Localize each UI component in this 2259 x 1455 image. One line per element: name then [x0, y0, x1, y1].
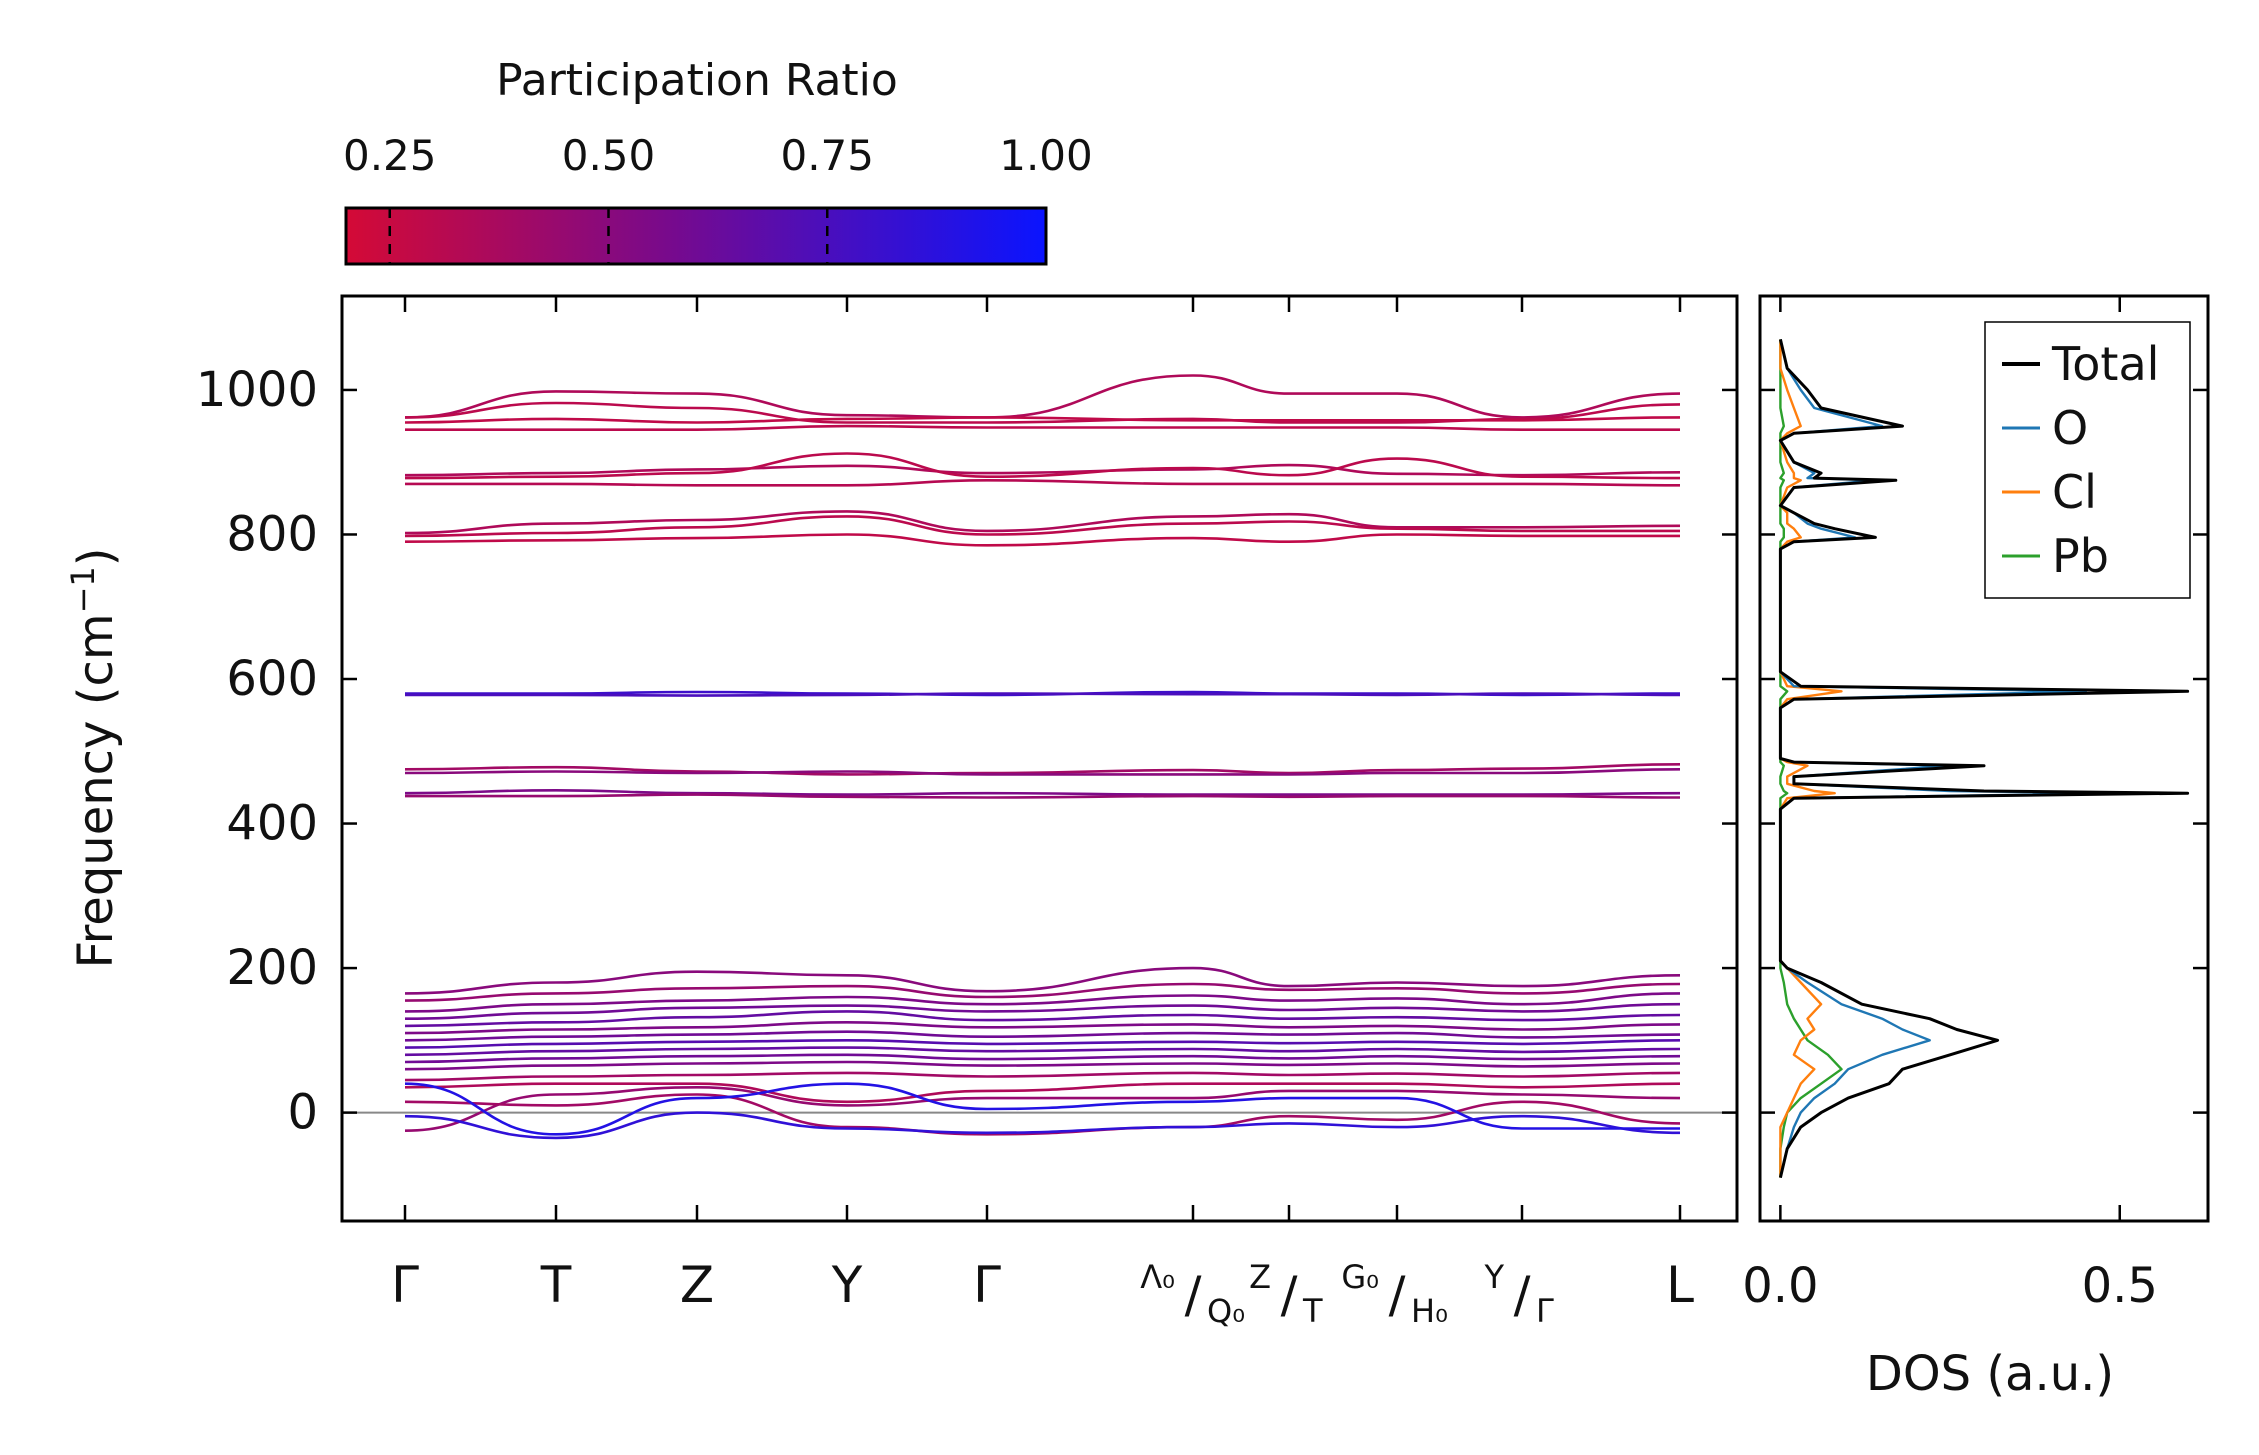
dos-x-axis-label: DOS (a.u.): [1866, 1346, 2114, 1402]
phonon-band: [404, 1038, 1681, 1049]
phonon-band: [404, 374, 1681, 419]
phonon-band: [404, 510, 1681, 535]
kpoint-label: L: [1666, 1256, 1694, 1314]
band-y-tick-label: 400: [226, 796, 318, 852]
kpoint-label: Y: [831, 1256, 863, 1314]
y-label-superscript: −1: [64, 566, 102, 613]
phonon-band: [404, 1030, 1681, 1042]
dos-curve-total: [1778, 339, 2190, 1178]
phonon-band: [404, 452, 1681, 480]
band-y-tick-label: 800: [226, 506, 318, 562]
composite-label-bottom: Γ: [1536, 1292, 1554, 1330]
phonon-band: [404, 992, 1681, 1013]
legend-label: Pb: [2052, 529, 2109, 583]
phonon-band: [404, 966, 1681, 995]
phonon-band: [404, 515, 1680, 538]
phonon-band: [404, 533, 1680, 547]
phonon-band: [404, 788, 1681, 796]
colorbar: Participation Ratio 0.25 0.50 0.75 1.00: [343, 55, 1093, 266]
kpoint-label: Γ: [391, 1256, 419, 1314]
phonon-band: [404, 416, 1681, 424]
band-y-tick-label: 0: [287, 1085, 318, 1141]
legend-frame: [1984, 321, 2191, 599]
band-y-axis-label: Frequency (cm−1): [64, 547, 124, 968]
phonon-band: [404, 1002, 1681, 1020]
band-y-axis: 0 200 400 600 800 1000: [196, 362, 1737, 1141]
phonon-band: [404, 1046, 1681, 1057]
legend-label: O: [2052, 401, 2088, 455]
composite-kpoint-labels: Λ₀ / Q₀Z / TG₀ / H₀Y / Γ: [1140, 1258, 1554, 1330]
legend-label: Total: [2051, 337, 2159, 391]
band-y-tick-label: 200: [226, 940, 318, 996]
phonon-band: [404, 692, 1681, 697]
phonon-band: [404, 1085, 1681, 1132]
composite-label-slash: /: [1514, 1266, 1531, 1324]
composite-label-bottom: H₀: [1411, 1292, 1448, 1330]
dos-panel: 0.0 0.5 DOS (a.u.) Total O Cl Pb: [1742, 294, 2210, 1402]
dos-axes-frame: [1758, 294, 2210, 1223]
band-axes-frame: [340, 294, 1739, 1223]
y-label-close: ): [68, 547, 124, 566]
kpoint-label: Z: [680, 1256, 714, 1314]
composite-label-top: Λ₀: [1140, 1258, 1175, 1296]
dos-curve-cl: [1779, 339, 1843, 1178]
kpoint-label: T: [540, 1256, 572, 1314]
band-y-tick-label: 600: [226, 651, 318, 707]
phonon-band: [404, 763, 1681, 776]
phonon-band: [405, 793, 1681, 799]
composite-label-top: G₀: [1341, 1258, 1379, 1296]
phonon-band: [404, 1082, 1681, 1104]
dos-y-ticks: [1760, 388, 2208, 1114]
dos-legend: Total O Cl Pb: [1984, 321, 2191, 599]
phonon-band: [405, 424, 1680, 432]
dos-curves: [1778, 339, 2190, 1178]
phonon-bands: [404, 374, 1681, 1140]
colorbar-tick-label: 0.75: [780, 131, 874, 180]
colorbar-gradient: [344, 206, 1048, 266]
band-y-tick-label: 1000: [196, 362, 318, 418]
composite-label-bottom: Q₀: [1207, 1292, 1245, 1330]
colorbar-tick-label: 1.00: [999, 131, 1093, 180]
phonon-band: [404, 1111, 1681, 1140]
colorbar-title: Participation Ratio: [496, 55, 898, 106]
composite-label-slash: /: [1281, 1266, 1298, 1324]
dos-x-tick-label: 0.5: [2082, 1258, 2158, 1314]
kpoint-label: Γ: [973, 1256, 1001, 1314]
composite-label-top: Y: [1483, 1258, 1504, 1296]
phonon-band: [404, 1020, 1681, 1035]
legend-label: Cl: [2052, 465, 2097, 519]
composite-label-slash: /: [1389, 1266, 1406, 1324]
phonon-band: [404, 1060, 1681, 1071]
phonon-band: [405, 478, 1681, 487]
colorbar-tick-label: 0.25: [343, 131, 437, 180]
y-label-main: Frequency (cm: [68, 613, 124, 968]
phonon-band: [404, 768, 1681, 776]
phonon-band: [404, 1053, 1681, 1064]
composite-label-top: Z: [1249, 1258, 1271, 1296]
phonon-band: [404, 1071, 1681, 1082]
phonon-band: [404, 982, 1681, 1002]
phonon-band: [404, 1082, 1680, 1136]
dos-x-axis: 0.0 0.5: [1742, 296, 2158, 1314]
dos-x-tick-label: 0.0: [1742, 1258, 1818, 1314]
composite-label-bottom: T: [1302, 1292, 1323, 1330]
colorbar-ticks: 0.25 0.50 0.75 1.00: [343, 131, 1093, 264]
colorbar-tick-label: 0.50: [562, 131, 656, 180]
phonon-band: [404, 1010, 1681, 1028]
composite-label-slash: /: [1185, 1266, 1202, 1324]
